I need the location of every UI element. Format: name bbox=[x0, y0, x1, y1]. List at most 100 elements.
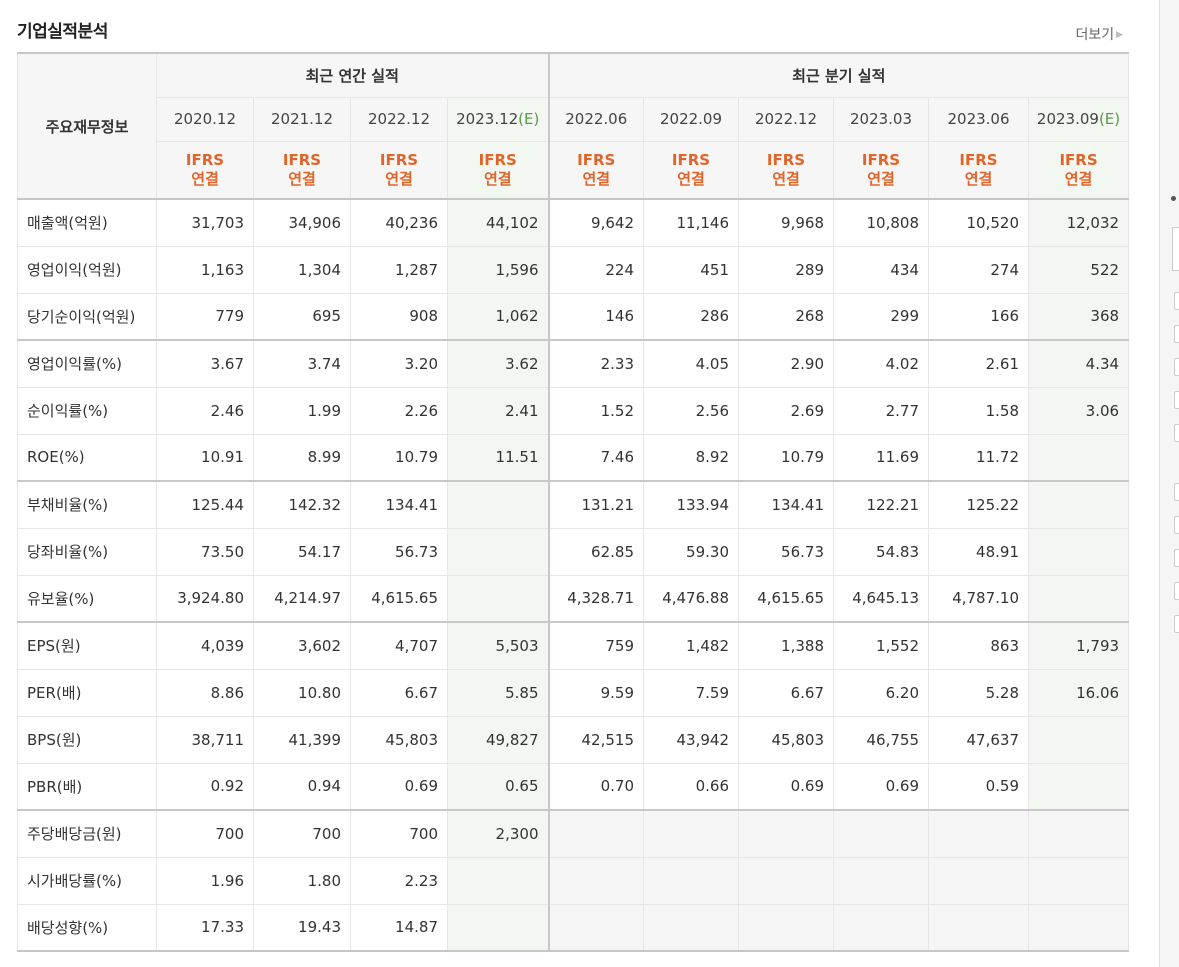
side-checkbox[interactable] bbox=[1174, 358, 1179, 376]
table-cell: 73.50 bbox=[156, 527, 254, 576]
table-row: 주당배당금(원) 700 700 700 2,300 bbox=[17, 809, 1130, 858]
side-checkbox[interactable] bbox=[1174, 292, 1179, 310]
period-label: 2022.12 bbox=[754, 110, 818, 128]
side-checkbox[interactable] bbox=[1174, 615, 1179, 633]
table-cell: 142.32 bbox=[253, 480, 351, 529]
table-cell: 3.06 bbox=[1027, 386, 1130, 435]
side-checkbox[interactable] bbox=[1174, 582, 1179, 600]
table-cell: 4,787.10 bbox=[928, 574, 1029, 623]
ifrs-line1: IFRS bbox=[379, 150, 419, 169]
table-cell: 2.26 bbox=[350, 386, 448, 435]
table-cell: 3.20 bbox=[350, 339, 448, 388]
table-cell: 2.41 bbox=[447, 386, 549, 435]
table-cell: 2.77 bbox=[833, 386, 929, 435]
row-label: 배당성향(%) bbox=[17, 903, 157, 952]
table-cell: 16.06 bbox=[1027, 668, 1130, 717]
table-cell: 1.58 bbox=[928, 386, 1029, 435]
ifrs-line1: IFRS bbox=[766, 150, 806, 169]
ifrs-badge: IFRS 연결 bbox=[643, 140, 739, 200]
table-cell bbox=[1027, 574, 1130, 623]
table-cell: 41,399 bbox=[253, 715, 351, 764]
row-label: 시가배당률(%) bbox=[17, 856, 157, 905]
table-cell bbox=[1027, 433, 1130, 482]
table-cell: 2.90 bbox=[738, 339, 834, 388]
ifrs-badge: IFRS 연결 bbox=[350, 140, 448, 200]
table-cell: 7.59 bbox=[643, 668, 739, 717]
table-cell: 45,803 bbox=[738, 715, 834, 764]
table-cell: 5.85 bbox=[447, 668, 549, 717]
table-cell: 4,707 bbox=[350, 621, 448, 670]
ifrs-line2: 연결 bbox=[191, 169, 219, 188]
side-checkbox[interactable] bbox=[1174, 391, 1179, 409]
table-cell: 522 bbox=[1027, 245, 1130, 294]
table-cell: 1,163 bbox=[156, 245, 254, 294]
ifrs-line2: 연결 bbox=[964, 169, 993, 188]
row-label: 주당배당금(원) bbox=[17, 809, 157, 858]
table-cell: 11.69 bbox=[833, 433, 929, 482]
table-row: EPS(원) 4,039 3,602 4,707 5,503 759 1,482 1,388 1… bbox=[17, 621, 1130, 670]
side-checkbox[interactable] bbox=[1174, 516, 1179, 534]
period-label: 2023.09 bbox=[1036, 110, 1099, 128]
table-cell: 3,602 bbox=[253, 621, 351, 670]
table-cell bbox=[928, 809, 1029, 858]
ifrs-badge: IFRS 연결 bbox=[738, 140, 834, 200]
table-cell bbox=[833, 856, 929, 905]
side-checkbox[interactable] bbox=[1174, 549, 1179, 567]
table-cell bbox=[547, 809, 644, 858]
table-cell: 0.94 bbox=[253, 762, 351, 811]
period-label: 2020.12 bbox=[173, 110, 237, 128]
table-cell: 1,596 bbox=[447, 245, 549, 294]
table-cell bbox=[1027, 809, 1130, 858]
side-checkbox[interactable] bbox=[1174, 483, 1179, 501]
table-row: PER(배) 8.86 10.80 6.67 5.85 9.59 7.59 6.67 6.20 5… bbox=[17, 668, 1130, 717]
row-label: 순이익률(%) bbox=[17, 386, 157, 435]
table-cell: 56.73 bbox=[350, 527, 448, 576]
table-cell: 34,906 bbox=[253, 198, 351, 247]
period-label: 2022.12 bbox=[367, 110, 431, 128]
table-cell: 863 bbox=[928, 621, 1029, 670]
table-cell: 8.92 bbox=[643, 433, 739, 482]
table-cell: 10,520 bbox=[928, 198, 1029, 247]
group-quarter-header: 최근 분기 실적 bbox=[547, 52, 1130, 98]
period-header: 2022.06 bbox=[547, 96, 644, 142]
table-cell bbox=[738, 903, 834, 952]
ifrs-line1: IFRS bbox=[282, 150, 322, 169]
table-cell: 6.20 bbox=[833, 668, 929, 717]
table-cell: 9,642 bbox=[547, 198, 644, 247]
period-label: 2022.06 bbox=[565, 110, 628, 128]
table-row: 유보율(%) 3,924.80 4,214.97 4,615.65 4,328.71 4,… bbox=[17, 574, 1130, 623]
table-cell: 48.91 bbox=[928, 527, 1029, 576]
side-input[interactable] bbox=[1172, 227, 1179, 271]
table-cell: 125.44 bbox=[156, 480, 254, 529]
more-label: 더보기 bbox=[1075, 27, 1115, 43]
table-cell: 5.28 bbox=[928, 668, 1029, 717]
side-checkbox[interactable] bbox=[1174, 424, 1179, 442]
table-cell: 4.05 bbox=[643, 339, 739, 388]
table-cell: 2.46 bbox=[156, 386, 254, 435]
chevron-right-icon: ▶ bbox=[1116, 30, 1123, 40]
table-cell: 54.83 bbox=[833, 527, 929, 576]
table-cell bbox=[643, 903, 739, 952]
side-checkbox[interactable] bbox=[1174, 325, 1179, 343]
table-cell bbox=[447, 574, 549, 623]
table-cell bbox=[1027, 480, 1130, 529]
ifrs-line1: IFRS bbox=[185, 150, 225, 169]
table-cell: 1.80 bbox=[253, 856, 351, 905]
table-cell: 2.69 bbox=[738, 386, 834, 435]
table-cell: 451 bbox=[643, 245, 739, 294]
table-cell: 11,146 bbox=[643, 198, 739, 247]
row-label: 매출액(억원) bbox=[17, 198, 157, 247]
table-row: BPS(원) 38,711 41,399 45,803 49,827 42,515 43,9… bbox=[17, 715, 1130, 764]
table-cell: 0.59 bbox=[928, 762, 1029, 811]
table-cell bbox=[1027, 856, 1130, 905]
ifrs-badge: IFRS 연결 bbox=[1027, 140, 1130, 200]
table-cell: 9.59 bbox=[547, 668, 644, 717]
table-cell bbox=[833, 903, 929, 952]
ifrs-badge: IFRS 연결 bbox=[928, 140, 1029, 200]
label-header: 주요재무정보 bbox=[17, 52, 157, 200]
table-row: 시가배당률(%) 1.96 1.80 2.23 bbox=[17, 856, 1130, 905]
more-link[interactable]: 더보기 ▶ bbox=[1075, 24, 1123, 44]
ifrs-badge: IFRS 연결 bbox=[447, 140, 549, 200]
table-cell: 10.80 bbox=[253, 668, 351, 717]
table-cell: 42,515 bbox=[547, 715, 644, 764]
